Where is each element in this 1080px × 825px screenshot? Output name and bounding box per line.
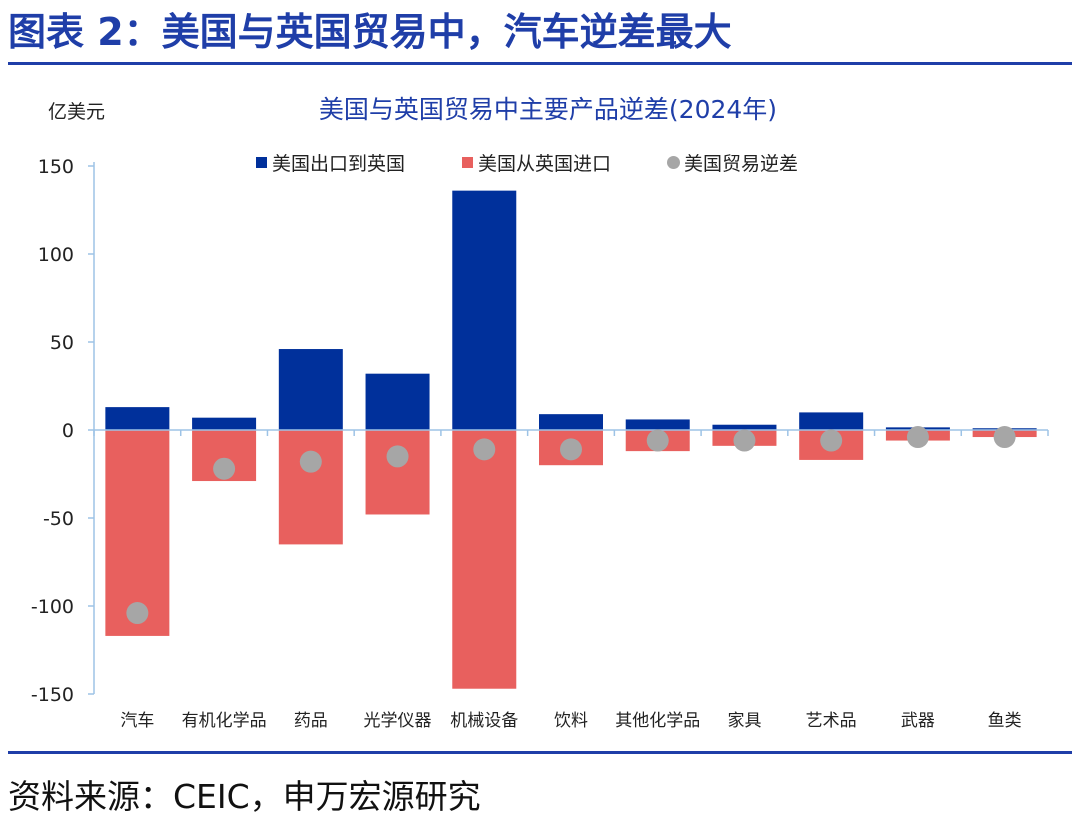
legend-swatch	[462, 157, 473, 168]
y-tick-label: 50	[50, 332, 74, 354]
import-bars	[105, 430, 1037, 689]
x-tick-label: 其他化学品	[615, 711, 700, 731]
y-tick-label: -100	[31, 596, 74, 618]
x-tick-label: 饮料	[554, 711, 588, 731]
legend-swatch	[256, 157, 267, 168]
legend-swatch	[667, 156, 680, 169]
export-bar	[539, 414, 603, 430]
legend-label: 美国从英国进口	[478, 153, 611, 175]
header-divider	[8, 62, 1072, 65]
x-tick-label: 药品	[294, 711, 328, 731]
import-bar	[365, 430, 430, 515]
deficit-points	[126, 426, 1016, 625]
deficit-point	[733, 429, 756, 452]
y-axis-ticks: 150 100 50 0 -50 -100 -150	[31, 156, 94, 706]
legend-label: 美国贸易逆差	[684, 153, 798, 175]
x-axis-labels: 汽车 有机化学品 药品 光学仪器 机械设备 饮料 其他化学品 家具 艺术品 武器 鱼类	[120, 711, 1021, 731]
export-bar	[625, 419, 690, 430]
trade-deficit-chart: 亿美元 美国与英国贸易中主要产品逆差(2024年) 美国出口到英国 美国从英国进口…	[31, 95, 1049, 731]
y-tick-label: 100	[38, 244, 74, 266]
y-tick-label: 150	[38, 156, 74, 178]
import-bar	[278, 430, 343, 545]
x-tick-label: 武器	[901, 711, 935, 731]
deficit-point	[993, 426, 1016, 449]
legend-label: 美国出口到英国	[272, 153, 405, 175]
x-tick-label: 家具	[727, 711, 761, 731]
x-tick-label: 有机化学品	[182, 711, 267, 731]
export-bar	[712, 424, 777, 430]
y-axis-unit-label: 亿美元	[48, 101, 105, 123]
export-bar	[365, 373, 430, 430]
x-tick-label: 汽车	[120, 711, 154, 731]
y-tick-label: -150	[31, 684, 74, 706]
deficit-point	[213, 457, 236, 480]
export-bar	[105, 407, 170, 430]
y-tick-label: 0	[62, 420, 74, 442]
export-bars	[105, 190, 1037, 430]
deficit-point	[126, 602, 149, 625]
export-bar	[799, 412, 864, 430]
deficit-point	[820, 429, 843, 452]
chart-legend: 美国出口到英国 美国从英国进口 美国贸易逆差	[256, 153, 798, 175]
y-tick-label: -50	[43, 508, 74, 530]
deficit-point	[646, 429, 669, 452]
export-bar	[192, 417, 257, 430]
axes	[93, 162, 1049, 694]
deficit-point	[560, 438, 582, 461]
export-bar	[452, 190, 517, 430]
page-header: 图表 2：美国与英国贸易中，汽车逆差最大	[8, 6, 1072, 58]
import-bar	[452, 430, 517, 689]
deficit-point	[386, 445, 409, 468]
x-tick-label: 鱼类	[988, 711, 1022, 731]
deficit-point	[299, 450, 322, 473]
export-bar	[278, 349, 343, 430]
x-tick-label: 光学仪器	[364, 711, 432, 731]
deficit-point	[473, 438, 496, 461]
footer-divider	[8, 751, 1072, 754]
source-note: 资料来源：CEIC，申万宏源研究	[8, 777, 481, 816]
page-title: 图表 2：美国与英国贸易中，汽车逆差最大	[8, 10, 732, 54]
chart-title: 美国与英国贸易中主要产品逆差(2024年)	[319, 95, 777, 124]
import-bar	[105, 430, 170, 636]
deficit-point	[906, 426, 929, 449]
x-tick-label: 艺术品	[806, 711, 857, 731]
x-tick-label: 机械设备	[450, 711, 518, 731]
